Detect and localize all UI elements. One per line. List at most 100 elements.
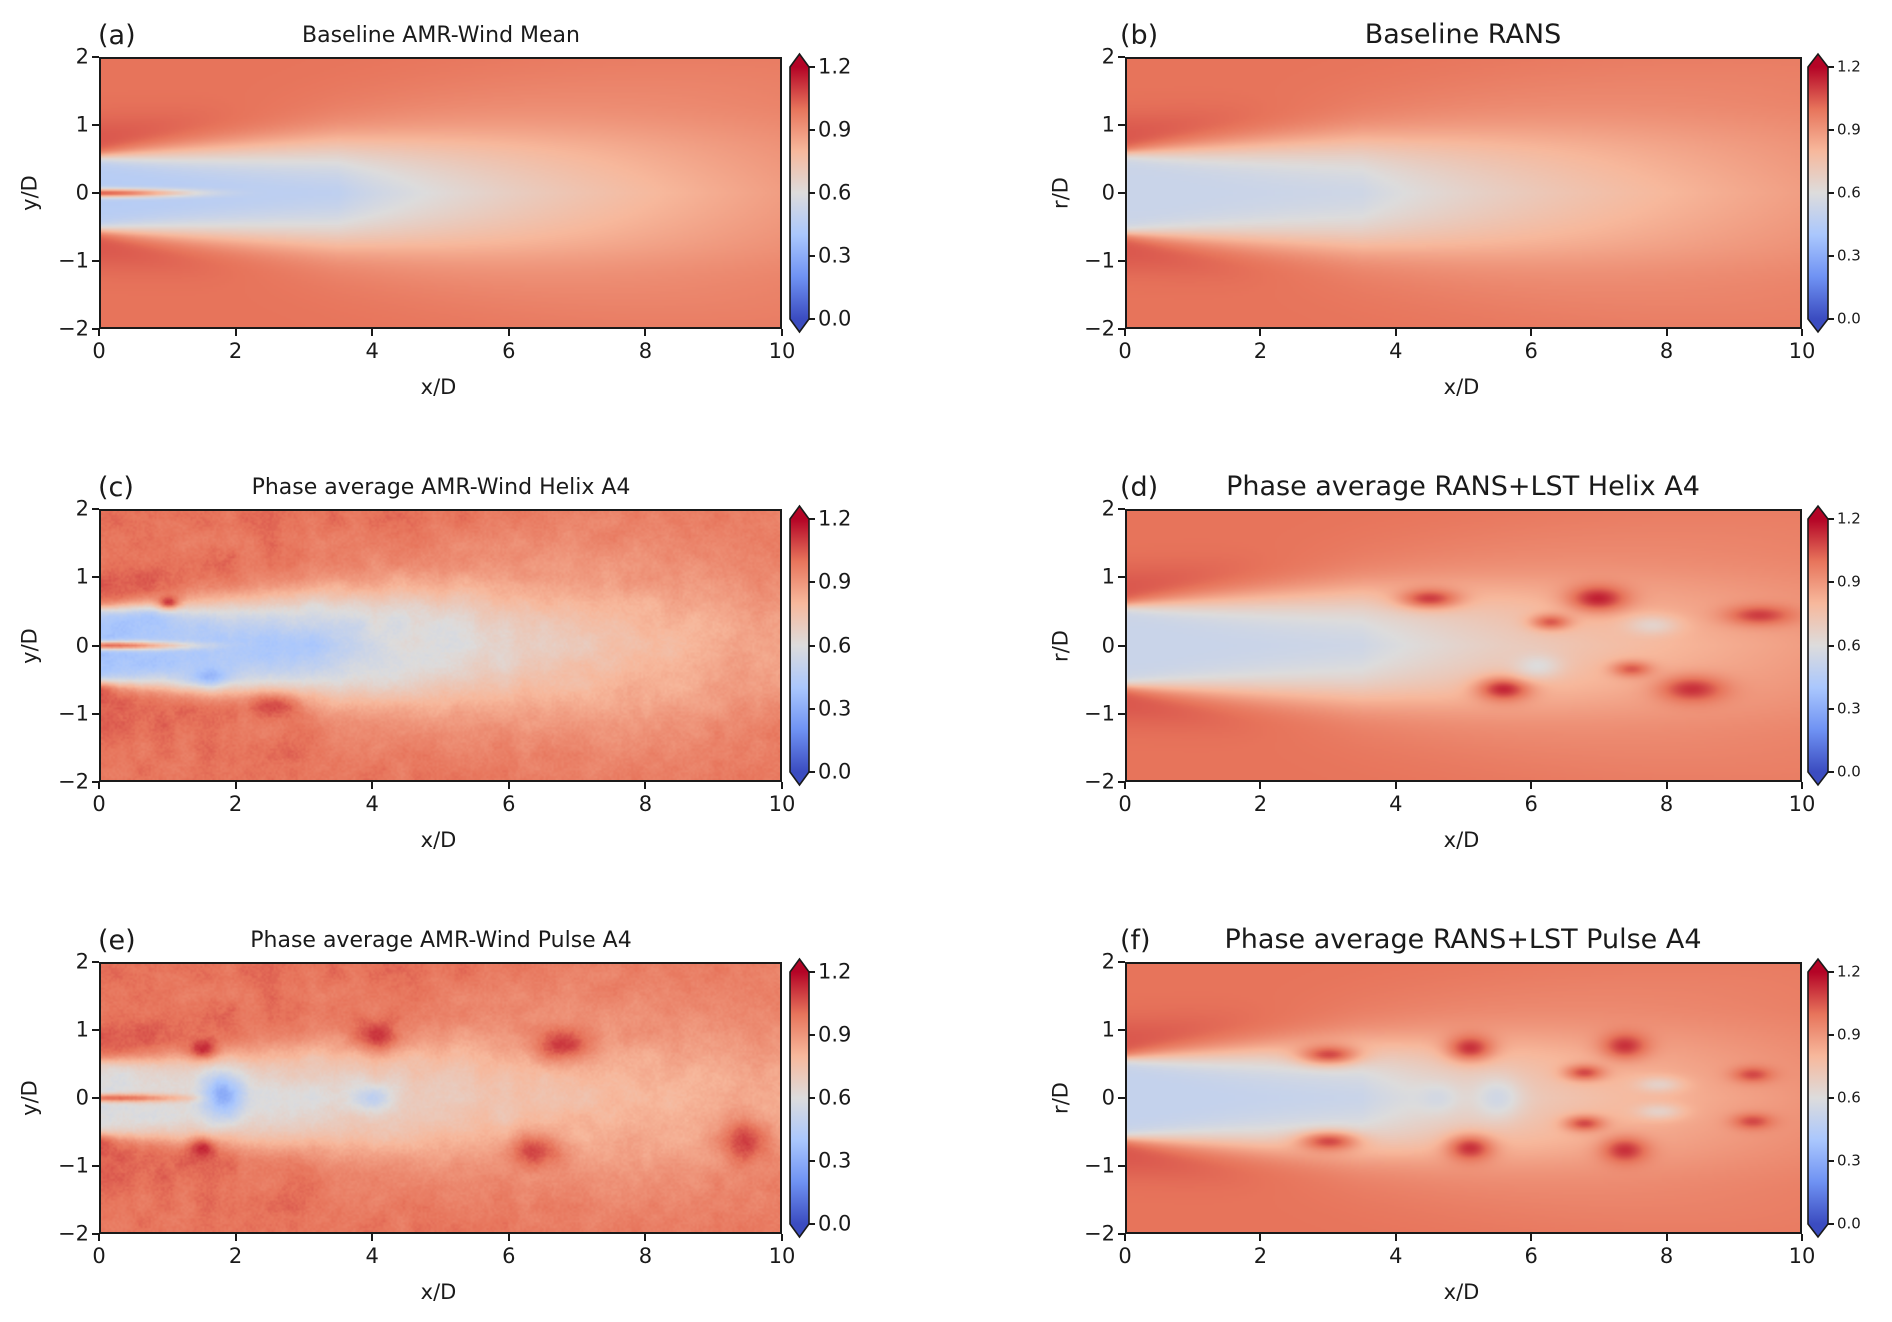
y-tick [1118, 1097, 1125, 1099]
colorbar-tick-label: 1.2 [818, 959, 852, 984]
colorbar-tick-label: 0.0 [1837, 1214, 1861, 1233]
y-axis-label: y/D [17, 175, 42, 211]
x-tick-label: 4 [365, 792, 379, 816]
colorbar-tick [809, 192, 815, 194]
x-tick [98, 1234, 100, 1241]
x-tick [1394, 782, 1397, 789]
x-tick [1801, 1234, 1803, 1241]
colorbar-tick [1828, 1223, 1834, 1225]
colorbar-tick-label: 0.9 [1837, 120, 1861, 139]
x-tick [1124, 782, 1126, 789]
x-tick-label: 2 [228, 792, 243, 816]
x-tick [98, 329, 100, 336]
colorbar-tick [809, 318, 815, 320]
x-tick-label: 6 [502, 1244, 516, 1268]
panel-title: Baseline AMR-Wind Mean [302, 23, 580, 48]
colorbar-tick-label: 0.6 [1837, 183, 1861, 202]
x-tick-label: 0 [92, 1244, 106, 1268]
x-tick [1124, 329, 1126, 336]
colorbar-extend-min [790, 1224, 809, 1237]
heatmap-field [1127, 59, 1800, 327]
x-axis-label: x/D [420, 1280, 457, 1304]
x-tick [644, 329, 647, 336]
x-axis-label: x/D [1443, 1280, 1480, 1304]
y-tick [1118, 1165, 1125, 1167]
x-tick-label: 0 [92, 339, 106, 363]
colorbar-tick-label: 0.9 [818, 117, 852, 142]
colorbar-tick [1828, 707, 1834, 710]
x-tick-label: 6 [1524, 792, 1538, 816]
colorbar-tick [809, 581, 815, 584]
x-tick-label: 10 [1788, 1244, 1816, 1268]
x-tick-label: 10 [1788, 792, 1816, 816]
x-axis-label: x/D [1443, 375, 1480, 399]
x-tick-label: 10 [1788, 339, 1816, 363]
y-tick [1118, 644, 1125, 647]
panel-title: Phase average RANS+LST Pulse A4 [1224, 924, 1702, 955]
y-tick-label: −1 [58, 248, 89, 273]
panel-letter: (e) [98, 925, 136, 956]
x-tick [371, 1234, 374, 1241]
x-tick [1530, 782, 1533, 789]
y-tick-label: −1 [58, 1153, 89, 1178]
heatmap-axes [1125, 962, 1802, 1234]
x-tick [507, 329, 510, 336]
panel-title: Phase average RANS+LST Helix A4 [1226, 471, 1700, 502]
y-tick-label: 2 [1101, 496, 1115, 521]
panel-letter: (d) [1120, 472, 1159, 503]
y-tick-label: −2 [58, 769, 89, 794]
y-tick [92, 961, 99, 963]
colorbar-tick-label: 0.6 [818, 633, 852, 657]
colorbar-tick [809, 66, 815, 68]
y-tick-label: −2 [1084, 769, 1115, 794]
panel-letter: (f) [1120, 925, 1151, 956]
colorbar-tick-label: 1.2 [818, 506, 852, 531]
x-axis-label: x/D [420, 828, 457, 852]
y-tick [92, 1029, 99, 1031]
y-tick-label: 1 [1101, 112, 1115, 137]
panel-title: Phase average AMR-Wind Helix A4 [251, 475, 631, 500]
colorbar-svg [789, 52, 810, 334]
x-tick-label: 10 [768, 792, 796, 816]
x-tick [507, 1234, 510, 1241]
x-tick-label: 8 [638, 339, 653, 363]
colorbar-gradient [790, 519, 809, 772]
x-tick-label: 8 [638, 792, 653, 816]
x-tick-label: 2 [1253, 1244, 1268, 1268]
x-tick [1259, 329, 1262, 336]
x-tick [234, 1234, 237, 1241]
x-tick-label: 6 [1524, 1244, 1538, 1268]
colorbar-extend-max [790, 54, 809, 67]
x-tick-label: 8 [638, 1244, 653, 1268]
colorbar-extend-min [1808, 772, 1828, 785]
x-tick-label: 6 [502, 792, 516, 816]
colorbar-tick-label: 0.6 [1837, 1088, 1861, 1107]
colorbar-tick [1828, 771, 1834, 773]
y-tick [1118, 192, 1125, 194]
x-tick-label: 2 [1253, 792, 1268, 816]
y-tick [1118, 1233, 1125, 1235]
colorbar-tick-label: 0.6 [818, 180, 852, 205]
x-tick [507, 782, 510, 789]
colorbar-svg [789, 957, 810, 1239]
x-tick [234, 782, 237, 789]
colorbar-tick-label: 0.9 [1837, 572, 1861, 591]
colorbar-tick [809, 771, 815, 773]
x-tick-label: 0 [92, 792, 106, 816]
colorbar-tick [1828, 1097, 1834, 1099]
colorbar-tick [1828, 581, 1834, 584]
heatmap-axes [1125, 509, 1802, 782]
x-tick [1394, 1234, 1397, 1241]
colorbar-svg [789, 504, 810, 787]
y-tick-label: 1 [1101, 564, 1115, 589]
panel-letter: (a) [98, 20, 136, 51]
y-tick [1118, 576, 1125, 579]
x-tick [781, 1234, 783, 1241]
colorbar-tick [809, 971, 815, 973]
y-tick [92, 712, 99, 715]
colorbar-tick [1828, 518, 1834, 520]
colorbar-tick [809, 129, 815, 131]
x-tick [234, 329, 237, 336]
colorbar-tick [809, 707, 815, 710]
colorbar-tick [809, 1223, 815, 1225]
